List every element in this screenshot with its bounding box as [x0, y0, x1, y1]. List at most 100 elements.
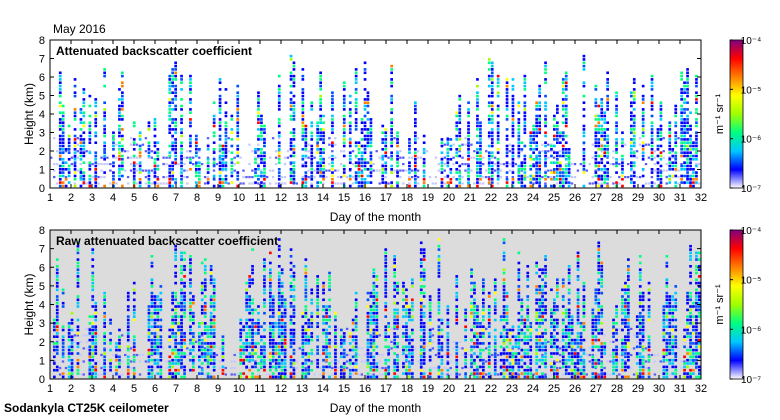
- colorbar: 10⁻⁷ 10⁻⁶ 10⁻⁵ 10⁻⁴ m⁻¹ sr⁻¹: [714, 36, 761, 195]
- x-tick-label: 30: [653, 192, 665, 204]
- colorbar-tick-label: 10⁻⁴: [741, 226, 762, 237]
- x-tick-label: 11: [254, 383, 265, 395]
- colorbar: 10⁻⁷ 10⁻⁶ 10⁻⁵ 10⁻⁴ m⁻¹ sr⁻¹: [714, 226, 761, 386]
- x-tick-label: 23: [506, 192, 518, 204]
- x-tick-label: 28: [611, 192, 623, 204]
- x-tick-label: 2: [68, 192, 74, 204]
- x-tick-label: 5: [131, 192, 137, 204]
- x-tick-label: 13: [296, 383, 308, 395]
- y-axis: 0 1 2 3 4 5 6 7 8: [39, 225, 701, 386]
- y-tick-label: 3: [39, 128, 45, 140]
- x-tick-label: 20: [443, 383, 455, 395]
- colorbar-gradient: [729, 229, 744, 380]
- colorbar-tick-label: 10⁻⁶: [741, 135, 762, 146]
- colorbar-tick-label: 10⁻⁴: [741, 36, 762, 47]
- x-tick-label: 31: [674, 383, 686, 395]
- y-tick-label: 0: [39, 183, 45, 195]
- y-tick-label: 7: [39, 244, 45, 256]
- panel-title: Raw attenuated backscatter coefficient: [56, 234, 278, 248]
- y-tick-label: 6: [39, 72, 45, 84]
- x-axis: 1 2 3 4 5 6 7 8 9 10 11 12 13 14 15 16 17 18 19 20 21 22 23 24 2…: [47, 40, 707, 204]
- y-tick-label: 1: [39, 165, 45, 177]
- instrument-label: Sodankyla CT25K ceilometer: [4, 401, 169, 415]
- x-tick-label: 8: [194, 192, 200, 204]
- x-tick-label: 28: [611, 383, 623, 395]
- x-tick-label: 26: [569, 192, 581, 204]
- x-tick-label: 7: [173, 192, 179, 204]
- y-tick-label: 1: [39, 355, 45, 367]
- x-tick-label: 10: [233, 192, 245, 204]
- x-tick-label: 4: [110, 192, 116, 204]
- colorbar-gradient: [729, 39, 744, 189]
- x-tick-label: 32: [695, 192, 707, 204]
- plot-area: [50, 40, 701, 188]
- y-tick-label: 6: [39, 262, 45, 274]
- x-tick-label: 27: [590, 192, 602, 204]
- y-tick-label: 3: [39, 318, 45, 330]
- x-tick-label: 3: [89, 192, 95, 204]
- y-tick-label: 0: [39, 374, 45, 386]
- y-axis: 0 1 2 3 4 5 6 7 8: [39, 35, 701, 195]
- x-tick-label: 12: [275, 192, 287, 204]
- x-tick-label: 16: [359, 383, 371, 395]
- colorbar-unit-label: m⁻¹ sr⁻¹: [714, 284, 726, 325]
- colorbar-tick-label: 10⁻⁶: [741, 325, 762, 336]
- x-tick-label: 3: [89, 383, 95, 395]
- x-axis-label: Day of the month: [330, 210, 421, 224]
- x-tick-label: 14: [317, 192, 329, 204]
- x-tick-label: 2: [68, 383, 74, 395]
- y-tick-label: 5: [39, 91, 45, 103]
- colorbar-tick-label: 10⁻⁵: [741, 85, 762, 96]
- x-tick-label: 1: [47, 383, 53, 395]
- x-tick-label: 1: [47, 192, 53, 204]
- x-tick-label: 23: [506, 383, 518, 395]
- y-tick-label: 7: [39, 54, 45, 66]
- panel-title: Attenuated backscatter coefficient: [56, 44, 252, 58]
- x-tick-label: 26: [569, 383, 581, 395]
- x-tick-label: 25: [548, 192, 560, 204]
- x-tick-label: 19: [422, 192, 434, 204]
- backscatter-cells: [50, 54, 701, 188]
- y-tick-label: 8: [39, 35, 45, 47]
- x-tick-label: 9: [215, 192, 221, 204]
- x-tick-label: 11: [254, 192, 265, 204]
- x-tick-label: 21: [464, 383, 476, 395]
- colorbar-tick-label: 10⁻⁵: [741, 276, 762, 287]
- x-tick-label: 29: [632, 383, 644, 395]
- x-tick-label: 15: [338, 383, 350, 395]
- month-label: May 2016: [53, 22, 106, 36]
- y-tick-label: 2: [39, 337, 45, 349]
- x-tick-label: 21: [464, 192, 476, 204]
- y-tick-label: 2: [39, 146, 45, 158]
- x-tick-label: 13: [296, 192, 308, 204]
- x-tick-label: 12: [275, 383, 287, 395]
- y-tick-label: 5: [39, 281, 45, 293]
- x-tick-label: 6: [152, 383, 158, 395]
- x-tick-label: 6: [152, 192, 158, 204]
- x-tick-label: 18: [401, 192, 413, 204]
- x-tick-label: 5: [131, 383, 137, 395]
- x-tick-label: 14: [317, 383, 329, 395]
- x-tick-label: 8: [194, 383, 200, 395]
- x-tick-label: 20: [443, 192, 455, 204]
- colorbar-unit-label: m⁻¹ sr⁻¹: [714, 94, 726, 135]
- y-tick-label: 4: [39, 109, 45, 121]
- x-tick-label: 22: [485, 192, 497, 204]
- x-tick-label: 25: [548, 383, 560, 395]
- y-tick-label: 4: [39, 300, 45, 312]
- x-tick-label: 24: [527, 192, 539, 204]
- x-tick-label: 17: [380, 192, 392, 204]
- x-tick-label: 7: [173, 383, 179, 395]
- y-axis-label: Height (km): [22, 273, 36, 335]
- x-tick-label: 22: [485, 383, 497, 395]
- x-tick-label: 19: [422, 383, 434, 395]
- x-tick-label: 32: [695, 383, 707, 395]
- colorbar-tick-label: 10⁻⁷: [741, 184, 761, 195]
- colorbar-tick-label: 10⁻⁷: [741, 375, 761, 386]
- x-tick-label: 9: [215, 383, 221, 395]
- y-axis-label: Height (km): [22, 83, 36, 145]
- x-tick-label: 18: [401, 383, 413, 395]
